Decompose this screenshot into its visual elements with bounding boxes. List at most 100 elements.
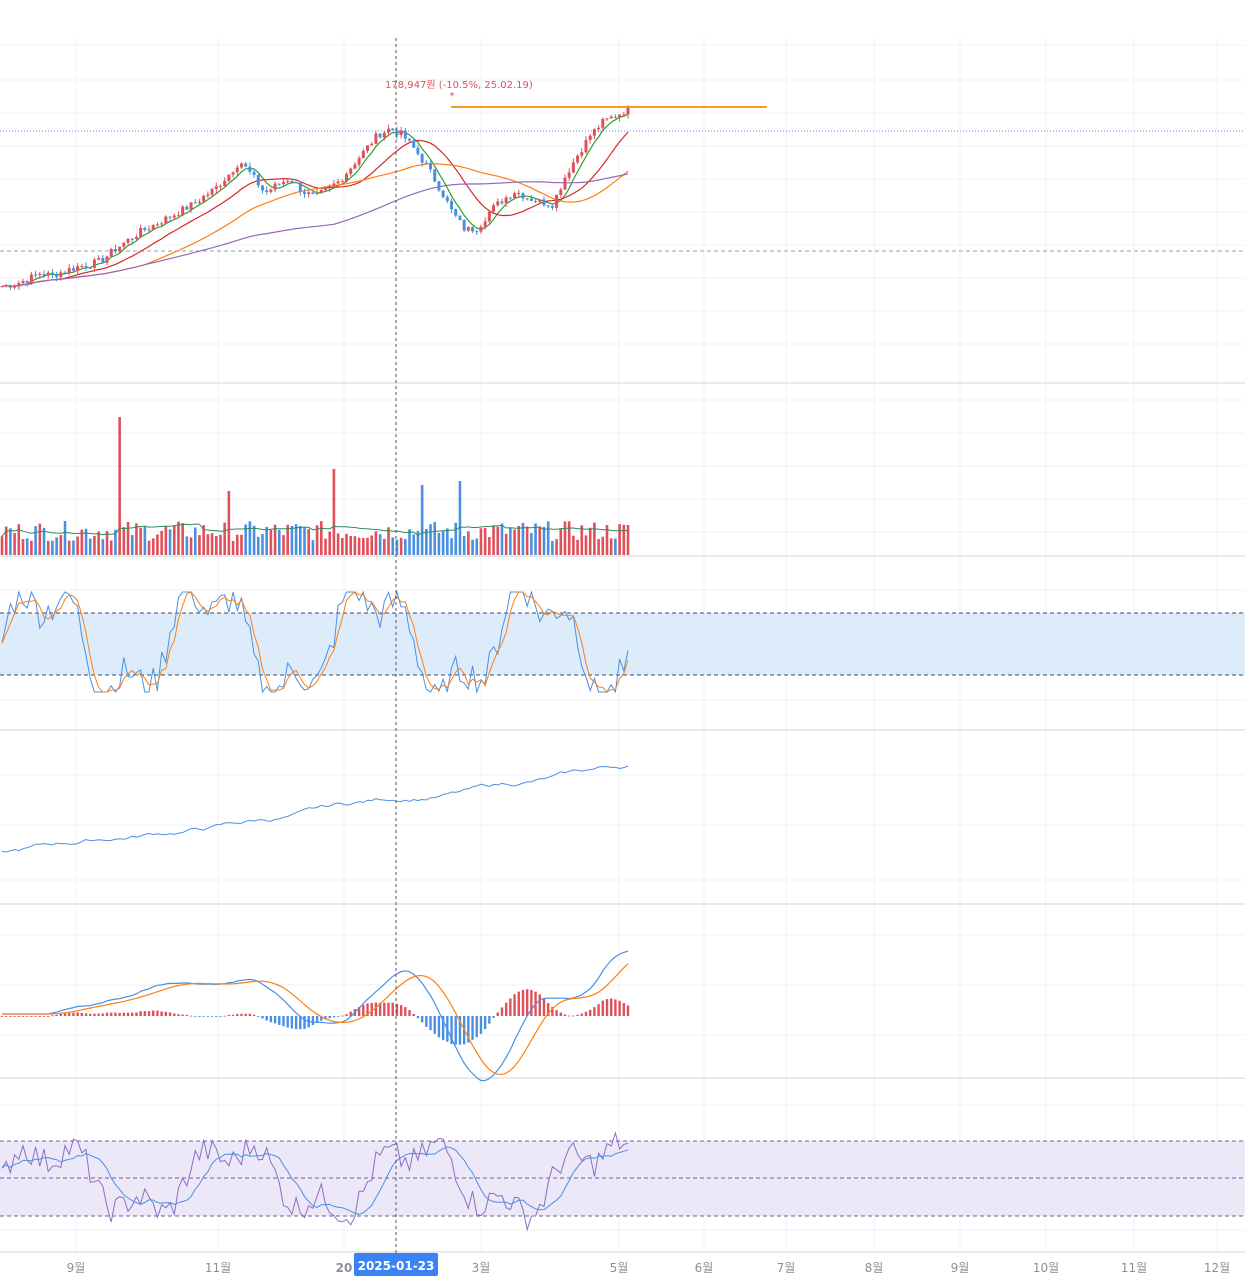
volume-bar [383,538,386,555]
volume-bar [114,529,117,555]
volume-bar [244,524,247,555]
volume-bar [559,528,563,555]
volume-bar [9,528,12,555]
volume-bar [286,524,289,555]
volume-bar [542,526,546,555]
macd-signal-line [2,963,629,1076]
macd-histogram-bar [210,1016,214,1017]
macd-histogram-bar [345,1014,348,1016]
volume-panel[interactable] [0,417,630,555]
macd-histogram-bar [357,1006,361,1016]
volume-bar [584,535,588,555]
rsi-signal-line [1,1146,629,1215]
x-tick-label: 6월 [695,1261,714,1275]
volume-bar [30,540,33,555]
candle-body [420,154,424,163]
volume-bar [479,528,483,555]
volume-bar [210,533,214,555]
candle-body [256,174,260,186]
candle-body [567,172,571,178]
macd-histogram-bar [303,1016,306,1029]
rsi-panel[interactable] [0,1131,1245,1232]
volume-bar [38,523,42,555]
volume-bar [513,529,516,555]
price-panel[interactable]: 178,947원 (-10.5%, 25.02.19) * [0,79,1245,291]
volume-bar [362,538,365,555]
candle-body [176,215,180,217]
macd-histogram-bar [395,1003,399,1016]
volume-bar [0,536,4,555]
volume-bar [580,525,584,555]
candle-body [395,130,399,136]
volume-bar [441,530,445,555]
macd-histogram-bar [152,1010,155,1016]
macd-histogram-bar [84,1013,88,1016]
macd-panel[interactable] [0,950,630,1082]
macd-histogram-bar [189,1015,193,1017]
obv-panel[interactable] [1,765,629,853]
candle-body [168,216,172,218]
volume-bar [500,523,504,555]
macd-histogram-bar [320,1016,323,1021]
macd-histogram-bar [328,1016,331,1019]
macd-histogram-bar [441,1016,445,1041]
candle-body [588,135,592,140]
macd-histogram-bar [248,1013,252,1016]
macd-histogram-bar [269,1016,273,1023]
candle-body [429,163,433,170]
candle-body [67,268,71,273]
macd-histogram-bar [215,1016,218,1017]
candle-body [286,181,290,183]
macd-histogram-bar [567,1015,571,1017]
volume-bar [290,525,294,555]
crosshair-date-label: 2025-01-23 [354,1253,438,1276]
macd-histogram-bar [168,1012,172,1016]
candle-body [332,183,336,186]
x-tick-label: 9월 [951,1261,970,1275]
candle-body [206,194,210,196]
volume-bar [80,529,84,555]
candle-body [214,186,218,189]
macd-histogram-bar [509,998,512,1016]
macd-histogram-bar [299,1016,302,1030]
candle-body [471,227,475,232]
candle-body [618,114,622,118]
stochastic-panel[interactable] [0,590,1245,694]
volume-bar [139,527,142,555]
candle-body [265,190,269,193]
macd-histogram-bar [143,1011,147,1016]
macd-histogram-bar [185,1014,189,1016]
volume-bar [622,524,626,555]
macd-histogram-bar [370,1002,373,1016]
macd-histogram-bar [559,1012,562,1016]
volume-bar [223,522,226,555]
candle-body [269,189,273,193]
volume-bar [277,529,281,555]
macd-histogram-bar [223,1015,226,1017]
macd-histogram-bar [290,1016,294,1029]
candle-body [487,211,491,222]
candle-body [403,130,407,139]
macd-histogram-bar [437,1016,441,1038]
volume-bar [488,537,491,555]
volume-bar [151,538,155,555]
volume-bar [248,521,252,555]
macd-histogram-bar [593,1007,596,1016]
volume-bar [320,521,323,555]
candle-body [118,246,122,252]
candle-body [109,249,113,257]
macd-histogram-bar [530,990,533,1016]
x-tick-label: 3월 [472,1261,491,1275]
candle-body [500,201,504,204]
candle-body [139,228,143,237]
volume-bar [517,525,521,555]
macd-histogram [0,989,630,1045]
candle-body [601,118,605,128]
candle-body [172,215,176,218]
candle-body [496,201,500,206]
candle-body [97,257,101,260]
candle-body [80,266,84,268]
macd-histogram-bar [378,1002,382,1016]
macd-histogram-bar [252,1014,256,1016]
